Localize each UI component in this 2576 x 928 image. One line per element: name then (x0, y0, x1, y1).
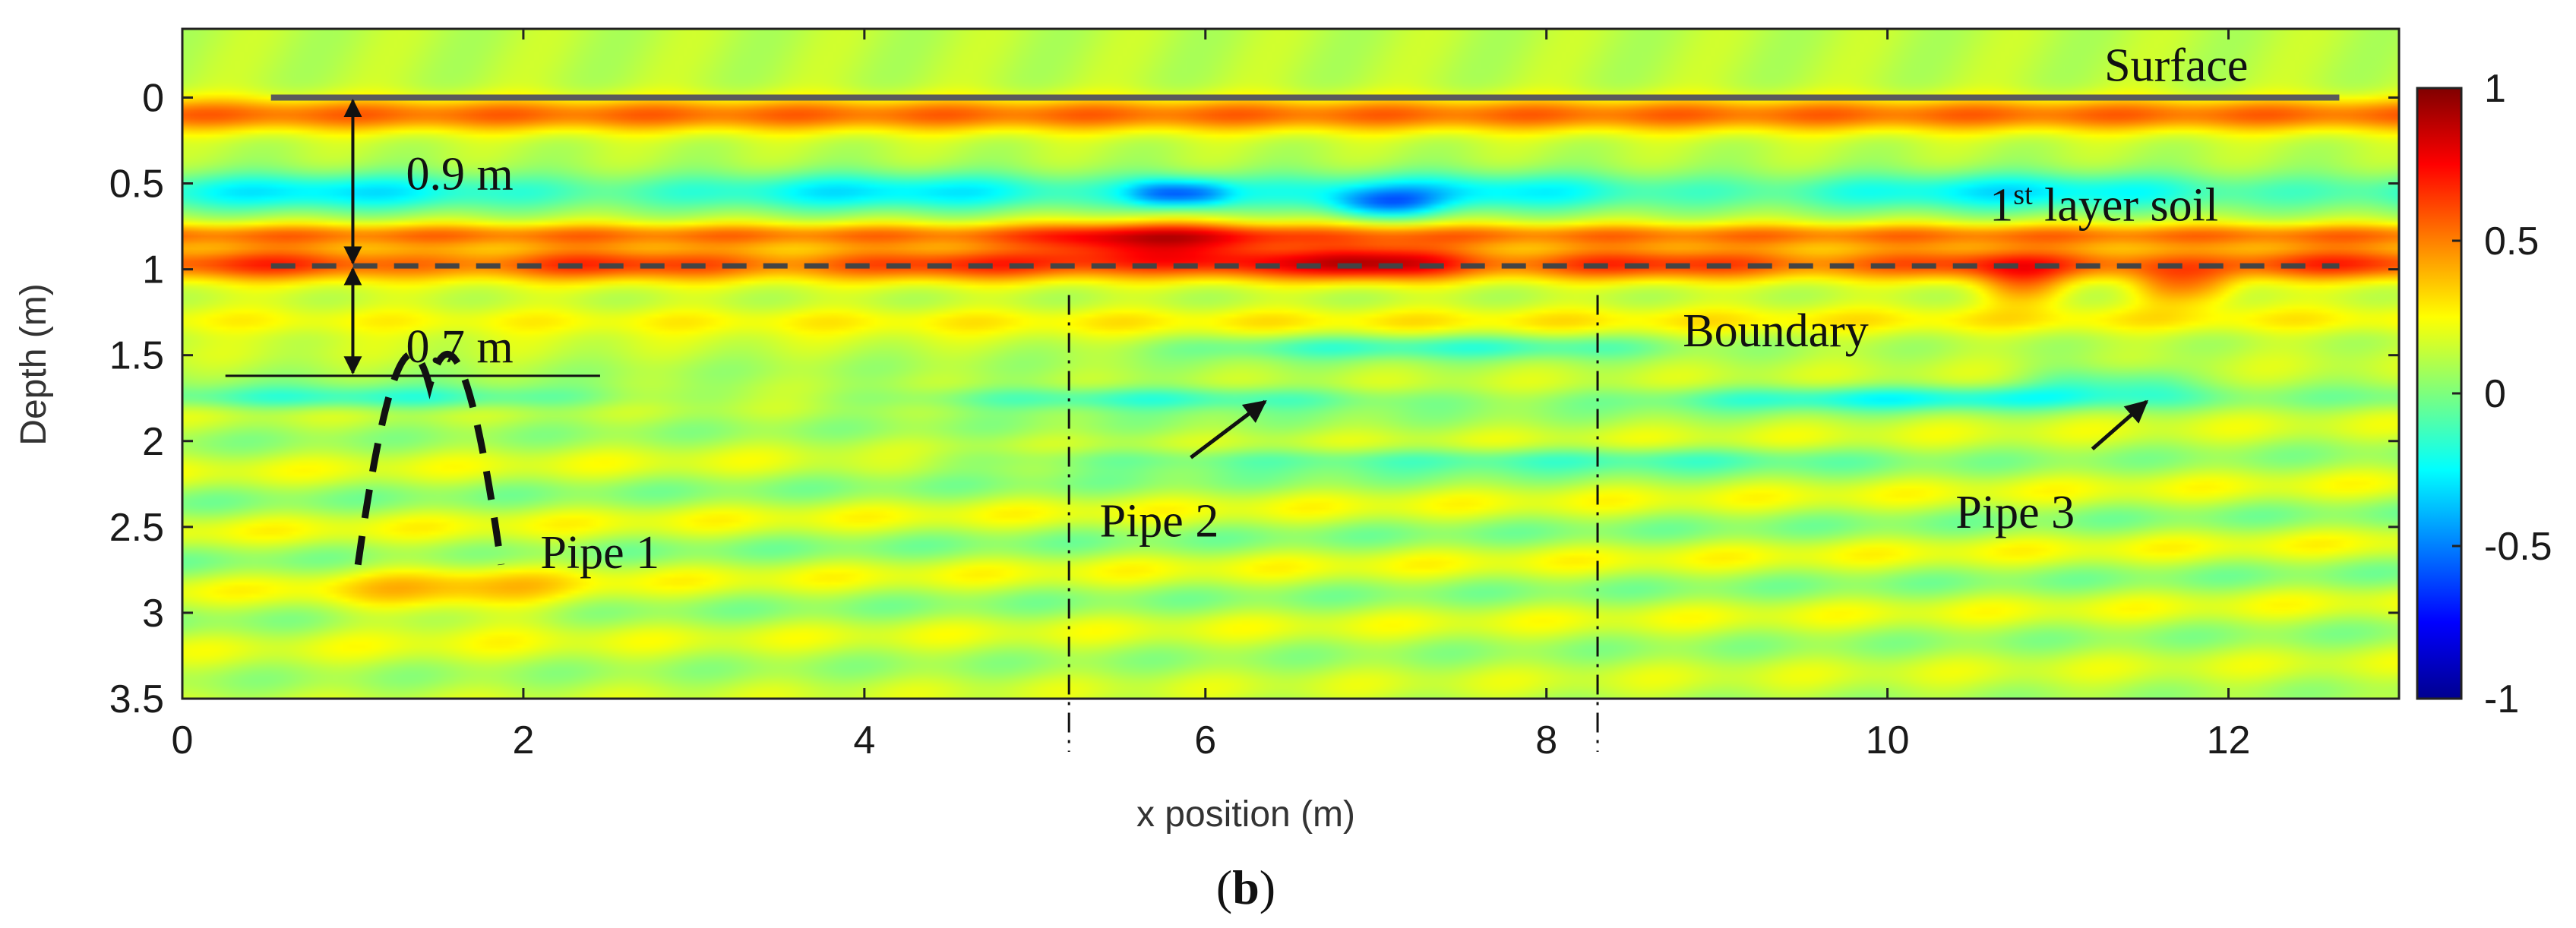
colorbar-tick-label: -1 (2484, 677, 2519, 721)
colorbar: 1 0.5 0 -0.5 -1 (2416, 67, 2552, 721)
pipe3-arrow (2091, 399, 2149, 451)
y-tick-label: 0 (142, 76, 164, 120)
layer-label-number: 1 (1990, 180, 2013, 232)
y-tick-label: 3 (142, 592, 164, 636)
y-tick-label: 1 (142, 248, 164, 292)
caption-letter: b (1232, 860, 1260, 914)
surface-label: Surface (2104, 39, 2248, 91)
x-tick-label: 2 (512, 718, 534, 762)
heatmap-layer (182, 29, 2399, 699)
x-axis-label: x position (m) (1136, 794, 1355, 835)
x-tick-label: 4 (853, 718, 875, 762)
pipe1-label: Pipe 1 (540, 527, 659, 579)
figure-caption: (b) (1216, 860, 1275, 914)
x-axis: 0 2 4 6 8 10 12 (172, 29, 2251, 762)
x-tick-label: 8 (1535, 718, 1557, 762)
y-axis-label: Depth (m) (14, 283, 54, 445)
heatmap-image (182, 29, 2399, 699)
layer-label-superscript: st (2013, 179, 2033, 211)
boundary-label: Boundary (1683, 305, 1869, 357)
caption-close: ) (1260, 860, 1275, 914)
y-tick-label: 3.5 (109, 677, 164, 721)
x-tick-label: 12 (2207, 718, 2251, 762)
layer-label-text: layer soil (2033, 180, 2219, 232)
colorbar-tick-label: 1 (2484, 67, 2506, 111)
x-tick-label: 0 (172, 718, 194, 762)
dimension-label-upper: 0.9 m (406, 148, 513, 200)
colorbar-tick-label: 0 (2484, 372, 2506, 416)
y-tick-label: 2.5 (109, 506, 164, 550)
colorbar-tick-label: -0.5 (2484, 525, 2552, 569)
pipe2-arrow (1190, 399, 1267, 459)
pipe3-label: Pipe 3 (1955, 487, 2075, 538)
x-tick-label: 6 (1194, 718, 1216, 762)
colorbar-tick-label: 0.5 (2484, 219, 2539, 264)
caption-open: ( (1216, 860, 1232, 914)
pipe2-label: Pipe 2 (1100, 496, 1219, 548)
pipe1-hyperbola-curve (354, 350, 505, 566)
y-axis: 0 0.5 1 1.5 2 2.5 3 3.5 (109, 76, 2399, 721)
y-tick-label: 0.5 (109, 163, 164, 207)
y-tick-label: 1.5 (109, 334, 164, 378)
y-tick-label: 2 (142, 420, 164, 464)
x-tick-label: 10 (1866, 718, 1910, 762)
colorbar-ticks: 1 0.5 0 -0.5 -1 (2452, 67, 2552, 721)
annotations: Surface Boundary 1st layer soil 0.9 m 0.… (225, 39, 2340, 752)
layer-soil-label: 1st layer soil (1990, 179, 2218, 232)
plot-frame (181, 27, 2401, 700)
